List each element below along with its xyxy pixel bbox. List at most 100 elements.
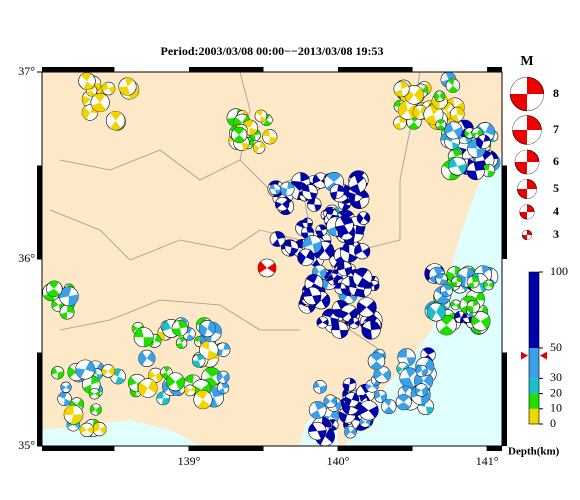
beachball-quadrant <box>194 336 200 342</box>
depth-tick-label: 50 <box>550 340 562 354</box>
frame-bar <box>37 352 42 446</box>
beachball-quadrant <box>456 107 465 117</box>
beachball-quadrant <box>510 77 527 94</box>
beachball-quadrant <box>280 186 288 196</box>
beachball-quadrant <box>399 377 414 388</box>
magnitude-symbol <box>521 229 533 241</box>
beachball-quadrant <box>85 360 95 373</box>
beachball-quadrant <box>86 426 94 434</box>
beachball-quadrant <box>200 340 210 350</box>
beachball-quadrant <box>354 243 363 255</box>
beachball-quadrant <box>310 409 322 419</box>
depth-band <box>529 348 539 379</box>
beachball-quadrant <box>334 282 342 289</box>
beachball-quadrant <box>359 418 366 425</box>
beachball-quadrant <box>314 204 322 212</box>
beachballs <box>42 71 501 447</box>
lat-tick-label: 37° <box>18 64 35 78</box>
beachball-quadrant <box>471 275 480 283</box>
beachball-quadrant <box>60 312 68 320</box>
beachball-quadrant <box>433 267 444 275</box>
beachball-quadrant <box>94 390 100 397</box>
beachball-quadrant <box>157 331 166 341</box>
beachball-quadrant <box>398 100 408 117</box>
beachball-quadrant <box>80 72 92 82</box>
beachball-quadrant <box>424 82 432 93</box>
beachball-quadrant <box>466 305 474 313</box>
beachball-quadrant <box>406 357 416 366</box>
beachball-quadrant <box>307 304 316 313</box>
beachball-quadrant <box>414 87 424 103</box>
beachball-quadrant <box>269 184 276 190</box>
beachball-quadrant <box>438 325 454 336</box>
beachball-quadrant <box>527 235 532 240</box>
beachball-quadrant <box>467 139 479 149</box>
beachball-quadrant <box>370 361 383 370</box>
magnitude-symbol <box>512 115 542 145</box>
magnitude-symbol <box>514 149 540 175</box>
beachball-quadrant <box>344 426 351 437</box>
beachball-quadrant <box>483 135 491 142</box>
beachball-quadrant <box>312 266 320 277</box>
beachball-quadrant <box>427 305 437 321</box>
beachball-quadrant <box>373 367 383 380</box>
beachball-quadrant <box>393 122 401 130</box>
beachball-quadrant <box>323 396 331 406</box>
beachball-quadrant <box>354 268 369 278</box>
magnitude-label: 8 <box>553 86 559 100</box>
beachball-quadrant <box>400 81 409 90</box>
beachball-quadrant <box>67 366 77 378</box>
beachball-quadrant <box>362 247 370 258</box>
beachball-quadrant <box>94 93 106 103</box>
beachball-quadrant <box>415 365 422 374</box>
beachball-quadrant <box>448 157 458 169</box>
beachball-quadrant <box>440 290 450 297</box>
beachball-quadrant <box>108 85 116 95</box>
beachball-quadrant <box>370 320 381 330</box>
beachball-quadrant <box>67 304 75 314</box>
beachball-quadrant <box>337 261 345 271</box>
beachball-quadrant <box>342 383 350 392</box>
beachball-quadrant <box>241 142 250 151</box>
beachball-quadrant <box>331 321 340 331</box>
beachball-quadrant <box>179 337 186 344</box>
boundary <box>59 299 300 331</box>
beachball-quadrant <box>321 294 330 309</box>
beachball-quadrant <box>196 354 205 361</box>
beachball-quadrant <box>519 204 527 212</box>
beachball-quadrant <box>365 418 371 426</box>
beachball-quadrant <box>300 172 310 182</box>
beachball-quadrant <box>383 406 394 414</box>
beachball-quadrant <box>481 265 490 275</box>
beachball-quadrant <box>99 425 107 435</box>
beachball-quadrant <box>195 390 209 400</box>
beachball-quadrant <box>330 396 337 405</box>
beachball-quadrant <box>48 280 60 289</box>
beachball-quadrant <box>307 222 313 229</box>
beachball-quadrant <box>249 127 258 136</box>
beachball-quadrant <box>259 142 266 148</box>
beachball-quadrant <box>314 401 326 410</box>
beachball-quadrant <box>456 276 462 283</box>
lon-tick-label: 140° <box>327 454 350 468</box>
beachball-quadrant <box>436 119 445 125</box>
beachball-quadrant <box>348 253 358 263</box>
beachball-quadrant <box>342 203 351 210</box>
beachball-quadrant <box>424 358 434 373</box>
beachball-quadrant <box>207 320 216 335</box>
beachball-quadrant <box>108 366 115 376</box>
beachball-quadrant <box>280 206 291 215</box>
beachball-quadrant <box>86 90 96 97</box>
beachball-quadrant <box>405 367 417 378</box>
beachball-quadrant <box>76 398 84 409</box>
depth-tick-label: 100 <box>550 264 568 278</box>
beachball-quadrant <box>439 91 445 101</box>
beachball-quadrant <box>344 266 352 276</box>
beachball-quadrant <box>274 231 286 240</box>
beachball-quadrant <box>92 422 100 433</box>
beachball-quadrant <box>162 320 172 332</box>
beachball-quadrant <box>340 310 350 319</box>
beachball-quadrant <box>436 303 446 320</box>
depth-tick-label: 30 <box>550 370 562 384</box>
beachball-quadrant <box>207 349 218 360</box>
